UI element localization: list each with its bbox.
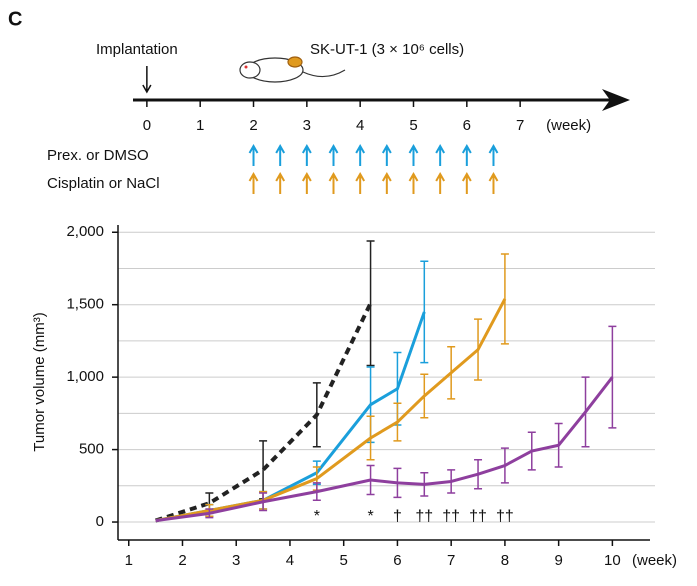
dose-arrow: [461, 171, 472, 194]
x-tick-label: 3: [232, 552, 240, 569]
dose-arrow: [355, 143, 366, 166]
panel-label: C: [8, 8, 22, 30]
dose-arrow: [461, 143, 472, 166]
error-bar: [366, 240, 375, 367]
significance-mark: †: [393, 508, 402, 525]
dose-arrow: [328, 143, 339, 166]
y-axis-label: Tumor volume (mm³): [31, 312, 48, 451]
dose-arrow: [355, 171, 366, 194]
x-tick-label: 7: [447, 552, 455, 569]
significance-mark: *: [314, 508, 320, 525]
dose-arrow: [435, 143, 446, 166]
x-tick-label: 9: [554, 552, 562, 569]
x-tick-label: 10: [604, 552, 621, 569]
dose-arrow: [275, 171, 286, 194]
dose-arrow: [435, 171, 446, 194]
timeline-tick-label: 7: [516, 117, 524, 134]
dose-arrow: [381, 143, 392, 166]
series-line: [155, 302, 373, 523]
dose-arrow: [248, 171, 259, 194]
dose-arrow: [408, 171, 419, 194]
dose-arrow: [408, 143, 419, 166]
x-tick-label: 2: [178, 552, 186, 569]
dose-arrow: [248, 143, 259, 166]
timeline-arrowhead: [602, 89, 630, 111]
significance-mark: ††: [496, 508, 514, 525]
y-tick-label: 500: [79, 441, 104, 458]
dose-arrow: [488, 171, 499, 194]
timeline-tick-label: 1: [196, 117, 204, 134]
x-tick-label: 5: [340, 552, 348, 569]
chart: 0 500 1,000 1,500 2,000 1 2 3 4 5 6 7 8 9 10 (week) Tumo…: [31, 223, 677, 569]
x-tick-label: 8: [501, 552, 509, 569]
significance-mark: *: [367, 508, 373, 525]
timeline: 0 1 2 3 4 5 6 7 (week) Prex. or DMSO Cisplatin or …: [47, 66, 630, 194]
implantation-label: Implantation: [96, 41, 178, 58]
x-tick-label: 6: [393, 552, 401, 569]
y-tick-label: 2,000: [66, 223, 104, 240]
dose-row-label: Cisplatin or NaCl: [47, 175, 160, 192]
dose-arrow: [381, 171, 392, 194]
dose-row-label: Prex. or DMSO: [47, 147, 149, 164]
timeline-tick-label: 6: [463, 117, 471, 134]
dose-arrow: [301, 171, 312, 194]
x-tick-label: 1: [125, 552, 133, 569]
error-bar: [608, 325, 617, 429]
series-line: [155, 376, 614, 523]
cell-line-label: SK-UT-1 (3 × 10⁶ cells): [310, 41, 464, 58]
timeline-tick-label: 0: [143, 117, 151, 134]
x-tick-label: 4: [286, 552, 294, 569]
dose-arrow: [328, 171, 339, 194]
significance-mark: ††: [469, 508, 487, 525]
timeline-tick-label: 4: [356, 117, 364, 134]
dose-arrow: [488, 143, 499, 166]
x-axis-label: (week): [632, 552, 677, 569]
y-tick-label: 0: [96, 513, 104, 530]
y-tick-label: 1,500: [66, 296, 104, 313]
y-tick-label: 1,000: [66, 368, 104, 385]
significance-mark: ††: [415, 508, 433, 525]
mouse-icon: [239, 56, 346, 83]
timeline-tick-label: 3: [303, 117, 311, 134]
implantation-arrow: [142, 66, 152, 94]
error-bar: [500, 253, 509, 345]
timeline-unit: (week): [546, 117, 591, 134]
dose-arrow: [301, 143, 312, 166]
timeline-tick-label: 5: [409, 117, 417, 134]
dose-arrow: [275, 143, 286, 166]
timeline-tick-label: 2: [249, 117, 257, 134]
series-line: [155, 298, 507, 523]
significance-mark: ††: [442, 508, 460, 525]
